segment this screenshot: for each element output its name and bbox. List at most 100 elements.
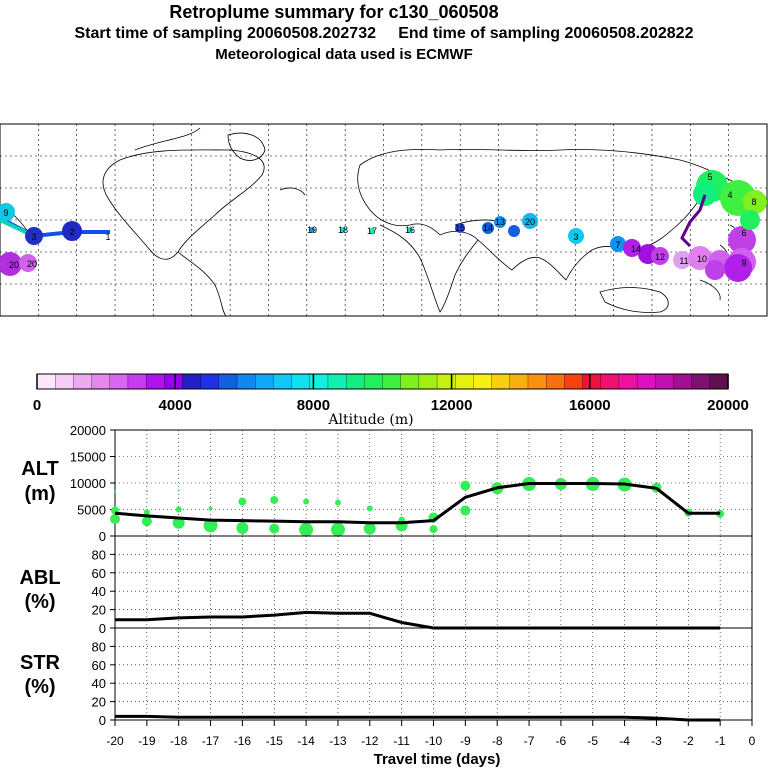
plume-point bbox=[705, 260, 725, 280]
map-day-label: 9 bbox=[3, 208, 8, 218]
map-day-label: 20 bbox=[27, 259, 37, 269]
scatter-point bbox=[429, 525, 438, 534]
plume-point bbox=[688, 246, 712, 270]
scatter-point bbox=[110, 514, 120, 525]
plume-point bbox=[482, 222, 494, 234]
scatter-point bbox=[175, 506, 182, 513]
plume-point bbox=[455, 223, 465, 233]
plume-point bbox=[508, 225, 520, 237]
scatter-point bbox=[460, 480, 471, 491]
scatter-point bbox=[145, 489, 148, 492]
colorbar-cell bbox=[636, 373, 656, 390]
map-day-label: 13 bbox=[495, 217, 505, 227]
scatter-point bbox=[269, 523, 280, 534]
map-day-label: 14 bbox=[483, 223, 493, 233]
x-tick-label: -6 bbox=[556, 734, 567, 748]
colorbar-cell bbox=[527, 373, 547, 390]
y-tick-label: 5000 bbox=[77, 503, 106, 518]
colorbar-cell bbox=[309, 373, 329, 390]
plume-point bbox=[522, 213, 538, 229]
colorbar-cell bbox=[91, 373, 111, 390]
map-day-label: 11 bbox=[679, 256, 688, 266]
plume-point bbox=[623, 239, 641, 257]
scatter-point bbox=[236, 522, 249, 535]
colorbar-tick-label: 0 bbox=[33, 397, 41, 414]
colorbar-cell bbox=[400, 373, 420, 390]
plume-point bbox=[693, 182, 717, 206]
x-tick-label: -19 bbox=[138, 734, 156, 748]
map-day-label: 6 bbox=[741, 228, 746, 238]
map-day-label: 5 bbox=[707, 172, 712, 182]
met-data-source: Meteorological data used is ECMWF bbox=[215, 46, 473, 63]
colorbar-cell bbox=[618, 373, 638, 390]
x-tick-label: -5 bbox=[587, 734, 598, 748]
sampling-times: Start time of sampling 20060508.202732 E… bbox=[74, 25, 694, 42]
y-tick-label: 40 bbox=[92, 676, 106, 691]
abl-unit-label: (%) bbox=[24, 591, 55, 613]
colorbar-cell bbox=[473, 373, 493, 390]
x-tick-label: -11 bbox=[393, 734, 410, 748]
scatter-point bbox=[398, 516, 405, 523]
map-day-label: 3 bbox=[573, 232, 578, 242]
alt-unit-label: (m) bbox=[24, 483, 55, 505]
y-tick-label: 60 bbox=[92, 566, 106, 581]
colorbar-cell bbox=[236, 373, 256, 390]
plume-point bbox=[369, 228, 375, 234]
plume-point bbox=[610, 236, 626, 252]
x-tick-label: -1 bbox=[715, 734, 726, 748]
scatter-point bbox=[172, 516, 185, 529]
str-unit-label: (%) bbox=[24, 676, 55, 698]
scatter-point bbox=[460, 505, 471, 516]
series-line bbox=[114, 482, 721, 525]
altitude-colorbar: 0 4000 8000 12000 16000 20000 Altitude (m) bbox=[33, 373, 749, 428]
colorbar-cell bbox=[327, 373, 347, 390]
colorbar-tick-label: 4000 bbox=[159, 397, 192, 414]
colorbar-cell bbox=[364, 373, 384, 390]
map-day-label: 18 bbox=[338, 225, 348, 235]
y-tick-label: 80 bbox=[92, 547, 106, 562]
chart-title: Retroplume summary for c130_060508 bbox=[169, 2, 499, 22]
scatter-point bbox=[238, 497, 247, 506]
colorbar-cell bbox=[36, 373, 56, 390]
map-day-label: 19 bbox=[307, 225, 317, 235]
plume-point bbox=[0, 203, 15, 221]
x-tick-label: -2 bbox=[683, 734, 694, 748]
colorbar-cell bbox=[345, 373, 365, 390]
plume-point bbox=[62, 221, 82, 241]
colorbar-cell bbox=[436, 373, 456, 390]
colorbar-cell bbox=[109, 373, 129, 390]
map-day-label: 8 bbox=[751, 197, 756, 207]
plume-track-east bbox=[680, 194, 707, 248]
y-tick-label: 60 bbox=[92, 658, 106, 673]
colorbar-cell bbox=[655, 373, 675, 390]
plume-point bbox=[724, 254, 752, 282]
plume-point bbox=[340, 227, 346, 233]
y-tick-label: 10000 bbox=[70, 476, 106, 491]
map-day-label: 1 bbox=[105, 232, 110, 242]
plume-point bbox=[25, 227, 43, 245]
panel-frame bbox=[114, 535, 753, 629]
plume-point bbox=[19, 254, 37, 272]
y-tick-label: 40 bbox=[92, 584, 106, 599]
colorbar-cell bbox=[509, 373, 529, 390]
colorbar-cell bbox=[73, 373, 93, 390]
colorbar-cell bbox=[182, 373, 202, 390]
y-tick-label: 0 bbox=[99, 713, 106, 728]
x-tick-label: -3 bbox=[651, 734, 662, 748]
y-tick-label: 20 bbox=[92, 695, 106, 710]
x-tick-label: -16 bbox=[234, 734, 252, 748]
coastlines bbox=[0, 127, 744, 317]
plume-point bbox=[743, 190, 767, 214]
colorbar-cell bbox=[491, 373, 511, 390]
x-tick-label: -10 bbox=[425, 734, 443, 748]
scatter-point bbox=[177, 489, 180, 492]
colorbar-tick-label: 12000 bbox=[431, 397, 473, 414]
scatter-point bbox=[208, 506, 213, 511]
plume-point bbox=[568, 228, 584, 244]
str-label: STR bbox=[20, 652, 61, 674]
map-day-label: 7 bbox=[615, 240, 620, 250]
colorbar-cell bbox=[164, 373, 184, 390]
map-day-label: 3 bbox=[31, 232, 36, 242]
